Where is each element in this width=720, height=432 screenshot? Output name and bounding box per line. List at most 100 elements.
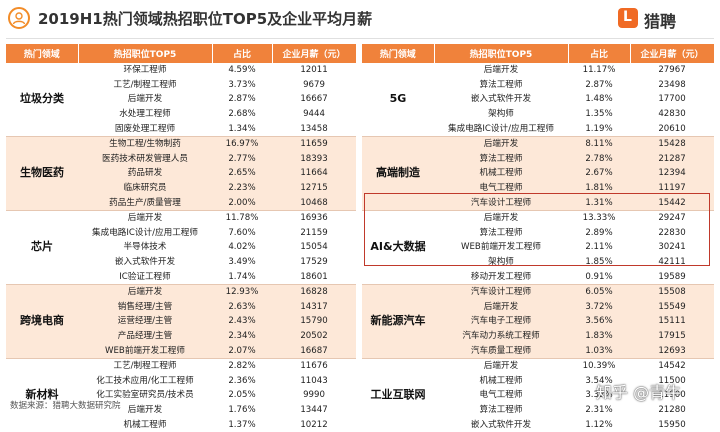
table-row: 后端开发 3.72% 15549: [362, 299, 714, 315]
position-cell: 运营经理/主管: [78, 314, 212, 329]
table-row: AI&大数据 后端开发 13.33% 29247: [362, 209, 714, 285]
position-cell: 后端开发: [78, 209, 212, 226]
position-cell: IC验证工程师: [78, 269, 212, 285]
share-cell: 12.93%: [212, 283, 272, 300]
salary-cell: 11659: [272, 135, 356, 152]
position-cell: 嵌入式软件开发: [434, 417, 568, 432]
salary-cell: 16936: [272, 209, 356, 226]
share-cell: 4.59%: [212, 63, 272, 78]
salary-cell: 12011: [272, 63, 356, 78]
salary-cell: 15508: [630, 283, 714, 300]
salary-cell: 11676: [272, 357, 356, 374]
table-row: 医药技术研发管理人员 2.77% 18393: [6, 151, 356, 167]
share-cell: 3.73%: [212, 77, 272, 93]
salary-cell: 15549: [630, 299, 714, 315]
salary-cell: 9990: [272, 388, 356, 403]
table-row: 高端制造 后端开发 8.11% 15428: [362, 135, 714, 211]
salary-cell: 17915: [630, 328, 714, 344]
table-row: 移动开发工程师 0.91% 19589: [362, 269, 714, 285]
salary-cell: 42830: [630, 106, 714, 122]
share-cell: 1.31%: [568, 195, 630, 211]
salary-cell: 21280: [630, 402, 714, 418]
salary-cell: 11500: [630, 373, 714, 389]
col-header-domain: 热门领域: [362, 44, 435, 63]
share-cell: 3.72%: [568, 299, 630, 315]
salary-cell: 16687: [272, 343, 356, 359]
table-row: 跨境电商 后端开发 12.93% 16828: [6, 283, 356, 359]
share-cell: 1.34%: [212, 121, 272, 137]
share-cell: 2.36%: [212, 373, 272, 389]
col-header-domain: 热门领域: [6, 44, 79, 63]
table-row: 机械工程师 2.67% 12394: [362, 166, 714, 181]
table-row: 算法工程师 2.78% 21287: [362, 151, 714, 167]
position-cell: 汽车电子工程师: [434, 314, 568, 329]
salary-cell: 18393: [272, 151, 356, 167]
domain-cell: 芯片: [6, 209, 78, 285]
table-row: 水处理工程师 2.68% 9444: [6, 106, 356, 122]
salary-cell: 11900: [630, 388, 714, 403]
share-cell: 0.91%: [568, 269, 630, 285]
position-cell: 机械工程师: [434, 166, 568, 181]
salary-cell: 12394: [630, 166, 714, 181]
salary-cell: 16828: [272, 283, 356, 300]
position-cell: 算法工程师: [434, 77, 568, 93]
table-row: 5G 后端开发 11.17% 27967: [362, 63, 714, 137]
table-row: 后端开发 1.76% 13447: [6, 402, 356, 418]
salary-cell: 15054: [272, 240, 356, 255]
table-row: 机械工程师 3.54% 11500: [362, 373, 714, 389]
share-cell: 2.68%: [212, 106, 272, 122]
salary-cell: 15428: [630, 135, 714, 152]
position-cell: 算法工程师: [434, 151, 568, 167]
position-cell: 固废处理工程师: [78, 121, 212, 137]
position-cell: 嵌入式软件开发: [434, 92, 568, 107]
salary-cell: 10468: [272, 195, 356, 211]
share-cell: 1.35%: [568, 106, 630, 122]
table-row: 药品生产/质量管理 2.00% 10468: [6, 195, 356, 211]
position-cell: 算法工程师: [434, 225, 568, 241]
share-cell: 1.83%: [568, 328, 630, 344]
salary-cell: 23498: [630, 77, 714, 93]
salary-cell: 11664: [272, 166, 356, 181]
col-header-share: 占比: [568, 44, 631, 63]
position-cell: 后端开发: [78, 92, 212, 107]
header-divider: [6, 38, 714, 39]
salary-cell: 14542: [630, 357, 714, 374]
user-icon: [8, 7, 30, 29]
position-cell: 后端开发: [434, 357, 568, 374]
position-cell: 汽车质量工程师: [434, 343, 568, 359]
table-row: 化工实验室研究员/技术员 2.05% 9990: [6, 388, 356, 403]
salary-cell: 29247: [630, 209, 714, 226]
salary-cell: 42111: [630, 254, 714, 270]
salary-cell: 21159: [272, 225, 356, 241]
table-row: 算法工程师 2.31% 21280: [362, 402, 714, 418]
domain-cell: 垃圾分类: [6, 63, 78, 137]
share-cell: 2.63%: [212, 299, 272, 315]
table-row: 汽车动力系统工程师 1.83% 17915: [362, 328, 714, 344]
table-row: 垃圾分类 环保工程师 4.59% 12011: [6, 63, 356, 137]
salary-cell: 13447: [272, 402, 356, 418]
share-cell: 2.89%: [568, 225, 630, 241]
share-cell: 16.97%: [212, 135, 272, 152]
table-row: 电气工程师 3.32% 11900: [362, 388, 714, 403]
share-cell: 11.78%: [212, 209, 272, 226]
table-row: WEB前端开发工程师 2.07% 16687: [6, 343, 356, 359]
salary-cell: 21287: [630, 151, 714, 167]
position-cell: 后端开发: [434, 63, 568, 78]
col-header-salary: 企业月薪（元）: [272, 44, 357, 63]
share-cell: 2.07%: [212, 343, 272, 359]
table-row: 芯片 后端开发 11.78% 16936: [6, 209, 356, 285]
share-cell: 1.48%: [568, 92, 630, 107]
position-cell: 后端开发: [434, 135, 568, 152]
table-row: 固废处理工程师 1.34% 13458: [6, 121, 356, 137]
position-cell: 化工实验室研究员/技术员: [78, 388, 212, 403]
share-cell: 2.87%: [212, 92, 272, 107]
domain-cell: 高端制造: [362, 135, 434, 211]
table-row: 运营经理/主管 2.43% 15790: [6, 314, 356, 329]
salary-cell: 9444: [272, 106, 356, 122]
table-row: 架构师 1.85% 42111: [362, 254, 714, 270]
salary-cell: 16667: [272, 92, 356, 107]
share-cell: 2.43%: [212, 314, 272, 329]
domain-cell: 工业互联网: [362, 357, 434, 432]
table-row: 汽车设计工程师 1.31% 15442: [362, 195, 714, 211]
salary-cell: 12693: [630, 343, 714, 359]
